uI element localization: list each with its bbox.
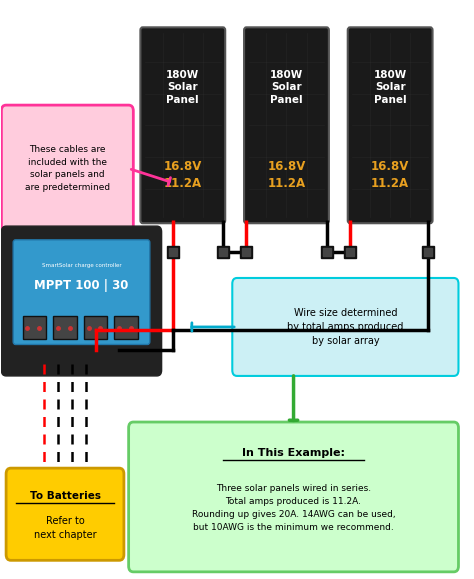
Text: Three solar panels wired in series.
Total amps produced is 11.2A.
Rounding up gi: Three solar panels wired in series. Tota… — [192, 483, 395, 532]
Text: In This Example:: In This Example: — [242, 448, 345, 457]
Text: 16.8V
11.2A: 16.8V 11.2A — [267, 160, 306, 190]
Text: 16.8V
11.2A: 16.8V 11.2A — [164, 160, 202, 190]
FancyBboxPatch shape — [6, 468, 124, 560]
FancyBboxPatch shape — [1, 105, 133, 232]
Text: 180W
Solar
Panel: 180W Solar Panel — [374, 70, 407, 105]
Text: To Batteries: To Batteries — [29, 492, 100, 501]
Text: MPPT 100 | 30: MPPT 100 | 30 — [34, 279, 128, 292]
Text: 180W
Solar
Panel: 180W Solar Panel — [270, 70, 303, 105]
Text: Refer to
next chapter: Refer to next chapter — [34, 516, 96, 540]
FancyBboxPatch shape — [244, 27, 329, 223]
Text: SmartSolar charge controller: SmartSolar charge controller — [42, 263, 121, 268]
Bar — [23, 316, 46, 339]
Text: These cables are
included with the
solar panels and
are predetermined: These cables are included with the solar… — [25, 145, 110, 192]
Bar — [115, 316, 138, 339]
FancyBboxPatch shape — [128, 422, 458, 572]
FancyBboxPatch shape — [232, 278, 458, 376]
FancyBboxPatch shape — [140, 27, 225, 223]
FancyBboxPatch shape — [1, 226, 162, 376]
Bar — [84, 316, 108, 339]
FancyBboxPatch shape — [13, 240, 150, 345]
Bar — [53, 316, 77, 339]
Text: Wire size determined
by total amps produced
by solar array: Wire size determined by total amps produ… — [287, 308, 403, 346]
Text: 16.8V
11.2A: 16.8V 11.2A — [371, 160, 410, 190]
FancyBboxPatch shape — [348, 27, 433, 223]
Text: 180W
Solar
Panel: 180W Solar Panel — [166, 70, 200, 105]
